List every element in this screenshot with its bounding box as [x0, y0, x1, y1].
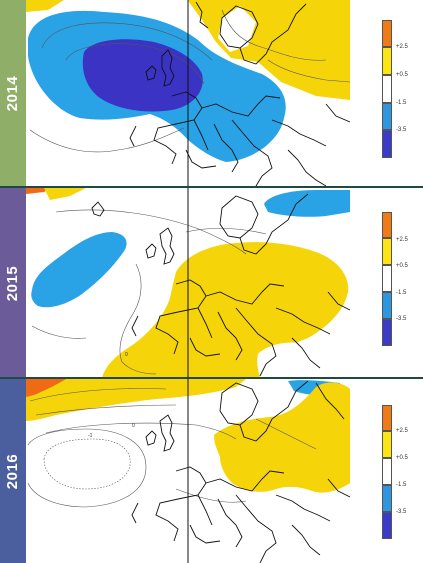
legend-tick: -1.5 [396, 290, 407, 296]
anomaly-map-2016: 0 -1 [26, 379, 350, 563]
positive-anomaly-region [26, 379, 246, 421]
legend-swatch-neutral [382, 458, 392, 485]
color-scale-bar [382, 20, 392, 158]
legend-swatch-negative [382, 485, 392, 512]
legend-tick: +2.5 [396, 44, 408, 50]
contour-label: 0 [125, 352, 128, 358]
legend-swatch-negative [382, 292, 392, 319]
legend-swatch-strong-positive [382, 405, 392, 431]
panel-divider [0, 377, 423, 379]
legend-tick: +2.5 [396, 428, 408, 434]
anomaly-map-2014 [26, 0, 350, 187]
legend-2014: +2.5 +0.5 -1.5 -3.5 [350, 0, 423, 187]
legend-tick: -3.5 [396, 316, 407, 322]
panel-2014: 2014 [0, 0, 423, 187]
anomaly-map-2015: 0 [26, 188, 350, 378]
year-label: 2015 [4, 265, 22, 301]
color-scale-bar [382, 405, 392, 539]
panel-2016: 2016 [0, 379, 423, 563]
legend-tick: +0.5 [396, 72, 408, 78]
year-label: 2016 [4, 453, 22, 489]
legend-tick: -3.5 [396, 509, 407, 515]
legend-tick: +2.5 [396, 237, 408, 243]
contour-label: 0 [132, 423, 135, 429]
coastline-outline [91, 193, 350, 377]
legend-swatch-neutral [382, 75, 392, 103]
legend-swatch-strong-negative [382, 130, 392, 158]
legend-swatch-negative [382, 103, 392, 130]
legend-2016: +2.5 +0.5 -1.5 -3.5 [350, 379, 423, 563]
legend-swatch-positive [382, 238, 392, 265]
coastline-outline [131, 380, 350, 563]
legend-tick: +0.5 [396, 455, 408, 461]
negative-anomaly-region [31, 232, 127, 308]
legend-swatch-strong-negative [382, 512, 392, 539]
strong-negative-anomaly-region [82, 39, 203, 112]
positive-anomaly-region [214, 382, 350, 493]
strong-positive-anomaly-region [26, 379, 66, 397]
contour-label: -1 [88, 433, 93, 439]
panel-divider [0, 186, 423, 188]
legend-swatch-strong-positive [382, 20, 392, 47]
legend-swatch-positive [382, 431, 392, 458]
legend-swatch-strong-negative [382, 319, 392, 346]
legend-tick: +0.5 [396, 263, 408, 269]
coastline-outline [129, 1, 350, 187]
positive-anomaly-region [44, 188, 86, 200]
strong-positive-anomaly-region [26, 188, 50, 194]
legend-swatch-positive [382, 47, 392, 75]
legend-tick: -1.5 [396, 482, 407, 488]
positive-anomaly-region [26, 0, 64, 12]
legend-swatch-neutral [382, 265, 392, 292]
negative-anomaly-region [264, 190, 350, 217]
year-tab-2014: 2014 [0, 0, 26, 187]
year-tab-2016: 2016 [0, 379, 26, 563]
year-label: 2014 [4, 75, 22, 112]
legend-tick: -1.5 [396, 100, 407, 106]
year-tab-2015: 2015 [0, 188, 26, 378]
panel-2015: 2015 [0, 188, 423, 378]
legend-tick: -3.5 [396, 127, 407, 133]
legend-swatch-strong-positive [382, 212, 392, 238]
legend-2015: +2.5 +0.5 -1.5 -3.5 [350, 188, 423, 378]
color-scale-bar [382, 212, 392, 346]
